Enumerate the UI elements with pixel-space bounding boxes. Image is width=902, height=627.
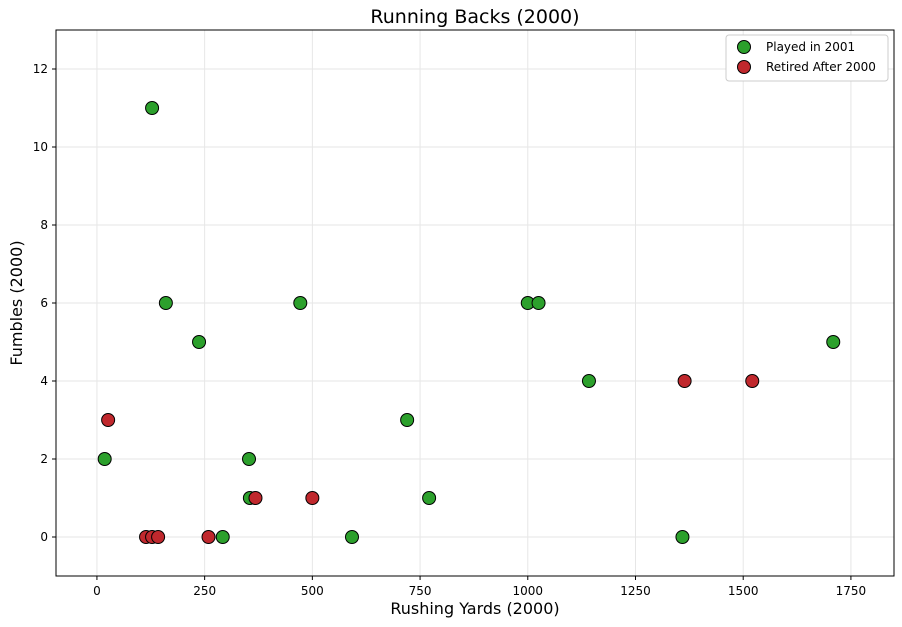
point-played-2001 xyxy=(400,413,415,427)
point-retired-after-2000 xyxy=(201,530,216,544)
chart-title: Running Backs (2000) xyxy=(370,6,579,28)
x-tick-label: 250 xyxy=(193,584,216,598)
y-tick-label: 12 xyxy=(33,62,48,76)
legend-label-played: Played in 2001 xyxy=(766,40,855,54)
point-retired-after-2000 xyxy=(151,530,166,544)
legend-marker-retired xyxy=(737,60,751,74)
x-tick-label: 500 xyxy=(301,584,324,598)
x-tick-label: 1500 xyxy=(728,584,759,598)
axis-ticks: 0 250 500 750 1000 1250 1500 1750 0 2 4 6 8 10 12 xyxy=(33,62,866,598)
y-tick-label: 10 xyxy=(33,140,48,154)
y-tick-label: 8 xyxy=(40,218,48,232)
x-tick-label: 1250 xyxy=(620,584,651,598)
point-played-2001 xyxy=(344,530,359,544)
x-axis-label: Rushing Yards (2000) xyxy=(390,599,559,618)
point-retired-after-2000 xyxy=(101,413,116,427)
legend: Played in 2001 Retired After 2000 xyxy=(725,34,889,82)
point-played-2001 xyxy=(675,530,690,544)
point-retired-after-2000 xyxy=(745,374,760,388)
point-played-2001 xyxy=(215,530,230,544)
point-played-2001 xyxy=(531,296,546,310)
y-tick-label: 0 xyxy=(40,530,48,544)
point-retired-after-2000 xyxy=(677,374,692,388)
point-played-2001 xyxy=(145,101,160,115)
legend-label-retired: Retired After 2000 xyxy=(766,60,876,74)
legend-marker-played xyxy=(737,40,751,54)
point-retired-after-2000 xyxy=(248,491,263,505)
y-tick-label: 6 xyxy=(40,296,48,310)
x-tick-label: 1750 xyxy=(836,584,867,598)
y-tick-label: 2 xyxy=(40,452,48,466)
point-retired-after-2000 xyxy=(305,491,320,505)
x-tick-label: 750 xyxy=(409,584,432,598)
point-played-2001 xyxy=(192,335,207,349)
point-played-2001 xyxy=(422,491,437,505)
data-points xyxy=(97,101,841,544)
point-played-2001 xyxy=(581,374,596,388)
x-tick-label: 0 xyxy=(93,584,101,598)
y-axis-label: Fumbles (2000) xyxy=(7,240,26,365)
point-played-2001 xyxy=(97,452,112,466)
legend-box xyxy=(725,34,889,82)
point-played-2001 xyxy=(293,296,308,310)
point-played-2001 xyxy=(242,452,257,466)
point-played-2001 xyxy=(826,335,841,349)
x-tick-label: 1000 xyxy=(513,584,544,598)
grid xyxy=(56,30,894,576)
point-played-2001 xyxy=(158,296,173,310)
y-tick-label: 4 xyxy=(40,374,48,388)
